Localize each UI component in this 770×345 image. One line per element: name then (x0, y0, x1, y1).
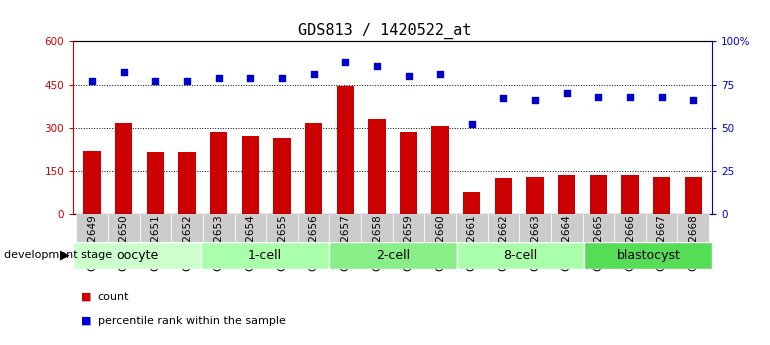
Bar (203, 214, 235, 242)
Bar (179, 152, 196, 214)
Point (561, 90, 573, 96)
Bar (584, 241, 712, 269)
Bar (273, 138, 290, 214)
Bar (614, 214, 646, 242)
Point (403, 73, 415, 79)
Text: GDS813 / 1420522_at: GDS813 / 1420522_at (298, 22, 472, 39)
Text: GSM22667: GSM22667 (657, 215, 667, 272)
Bar (393, 214, 424, 242)
Text: count: count (98, 292, 129, 302)
Bar (108, 214, 139, 242)
Bar (305, 123, 323, 214)
Bar (527, 177, 544, 214)
Bar (590, 175, 607, 214)
Bar (621, 175, 638, 214)
Bar (456, 214, 487, 242)
Text: ▶: ▶ (60, 249, 70, 262)
Point (624, 94, 636, 99)
Text: GSM22655: GSM22655 (277, 215, 287, 272)
Bar (115, 123, 132, 214)
Point (466, 121, 478, 127)
Text: GSM22663: GSM22663 (530, 215, 540, 272)
Bar (361, 214, 393, 242)
Bar (201, 241, 329, 269)
Bar (463, 193, 480, 214)
Bar (171, 214, 203, 242)
Bar (551, 214, 583, 242)
Text: GSM22649: GSM22649 (87, 215, 97, 272)
Bar (368, 119, 386, 214)
Bar (210, 132, 227, 214)
Text: GSM22664: GSM22664 (561, 215, 571, 272)
Bar (139, 214, 171, 242)
Text: blastocyst: blastocyst (617, 249, 680, 262)
Text: GSM22660: GSM22660 (435, 215, 445, 272)
Bar (298, 214, 330, 242)
Bar (330, 214, 361, 242)
Bar (266, 214, 298, 242)
Text: GSM22651: GSM22651 (150, 215, 160, 272)
Point (244, 75, 256, 80)
Point (307, 71, 320, 77)
Point (118, 70, 130, 75)
Bar (519, 214, 551, 242)
Text: GSM22661: GSM22661 (467, 215, 477, 272)
Bar (487, 214, 519, 242)
Point (687, 97, 699, 103)
Text: oocyte: oocyte (116, 249, 158, 262)
Bar (424, 214, 456, 242)
Text: GSM22666: GSM22666 (625, 215, 635, 272)
Point (276, 75, 288, 80)
Text: percentile rank within the sample: percentile rank within the sample (98, 316, 286, 326)
Bar (76, 214, 108, 242)
Point (86, 78, 99, 84)
Text: 8-cell: 8-cell (504, 249, 537, 262)
Bar (558, 175, 575, 214)
Text: development stage: development stage (4, 250, 112, 260)
Bar (329, 241, 457, 269)
Bar (495, 178, 512, 214)
Point (213, 75, 225, 80)
Text: 2-cell: 2-cell (376, 249, 410, 262)
Bar (653, 177, 671, 214)
Text: GSM22654: GSM22654 (246, 215, 256, 272)
Text: ■: ■ (81, 316, 92, 326)
Text: GSM22656: GSM22656 (309, 215, 319, 272)
Point (370, 63, 383, 68)
Text: ■: ■ (81, 292, 92, 302)
Point (655, 94, 668, 99)
Bar (646, 214, 678, 242)
Point (497, 96, 510, 101)
Point (181, 78, 193, 84)
Text: GSM22652: GSM22652 (182, 215, 192, 272)
Text: GSM22665: GSM22665 (594, 215, 604, 272)
Text: GSM22658: GSM22658 (372, 215, 382, 272)
Bar (336, 86, 354, 214)
Point (529, 97, 541, 103)
Bar (400, 132, 417, 214)
Text: GSM22659: GSM22659 (403, 215, 413, 272)
Bar (678, 214, 709, 242)
Point (434, 71, 447, 77)
Text: GSM22653: GSM22653 (214, 215, 224, 272)
Bar (235, 214, 266, 242)
Bar (457, 241, 584, 269)
Bar (73, 241, 201, 269)
Point (339, 59, 351, 65)
Text: 1-cell: 1-cell (248, 249, 282, 262)
Bar (83, 151, 101, 214)
Bar (685, 177, 702, 214)
Bar (431, 126, 449, 214)
Point (592, 94, 604, 99)
Text: GSM22657: GSM22657 (340, 215, 350, 272)
Bar (583, 214, 614, 242)
Text: GSM22662: GSM22662 (498, 215, 508, 272)
Bar (242, 136, 259, 214)
Text: GSM22668: GSM22668 (688, 215, 698, 272)
Point (149, 78, 162, 84)
Text: GSM22650: GSM22650 (119, 215, 129, 272)
Bar (147, 152, 164, 214)
